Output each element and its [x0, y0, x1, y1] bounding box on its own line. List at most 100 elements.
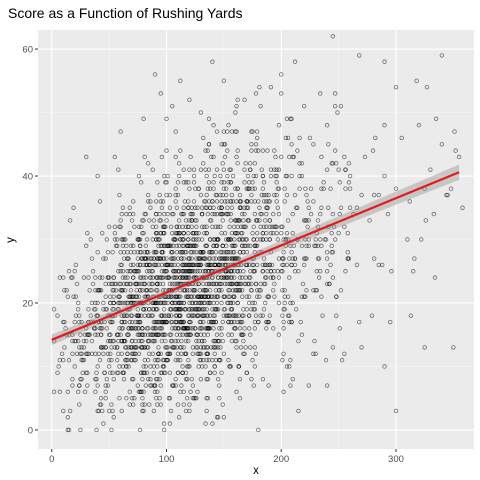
data-point — [231, 224, 237, 229]
data-point — [183, 224, 189, 229]
x-tick-label: 100 — [159, 454, 175, 465]
data-point — [246, 300, 252, 306]
data-point — [267, 262, 272, 268]
data-point — [187, 186, 192, 191]
data-point — [237, 319, 243, 325]
data-point — [279, 91, 284, 96]
data-point — [214, 129, 220, 134]
data-point — [70, 275, 75, 280]
data-point — [121, 249, 127, 255]
data-point — [174, 249, 180, 255]
data-point — [191, 167, 197, 172]
data-point — [207, 249, 213, 255]
data-point — [281, 237, 286, 242]
data-point — [143, 294, 149, 299]
data-point — [167, 351, 173, 356]
data-point — [240, 332, 245, 337]
data-point — [192, 269, 198, 274]
data-point — [204, 357, 209, 363]
data-point — [282, 199, 287, 204]
data-point — [254, 294, 260, 299]
data-point — [175, 351, 181, 356]
data-point — [260, 313, 266, 318]
data-point — [234, 338, 239, 344]
data-point — [149, 313, 154, 318]
data-point — [82, 389, 88, 395]
data-point — [226, 269, 231, 274]
data-point — [301, 256, 307, 261]
data-point — [83, 351, 89, 356]
data-point — [220, 218, 225, 223]
data-point — [181, 262, 186, 268]
data-point — [242, 167, 247, 172]
data-point — [210, 59, 215, 64]
data-point — [101, 300, 106, 306]
data-point — [254, 262, 260, 268]
data-point — [143, 383, 149, 388]
data-point — [135, 326, 141, 331]
data-point — [276, 256, 282, 261]
data-point — [338, 103, 344, 109]
data-point — [211, 123, 216, 128]
data-point — [197, 326, 202, 331]
data-point — [103, 396, 108, 401]
data-point — [108, 338, 113, 344]
data-point — [148, 199, 153, 204]
data-point — [112, 230, 118, 236]
data-point — [249, 199, 254, 204]
data-point — [143, 211, 149, 217]
data-point — [142, 249, 147, 255]
data-point — [168, 307, 174, 312]
data-point — [244, 294, 250, 299]
data-point — [262, 300, 268, 306]
data-point — [289, 319, 294, 325]
data-point — [225, 148, 230, 153]
data-point — [382, 173, 387, 179]
data-point — [280, 288, 285, 293]
data-point — [156, 351, 161, 356]
data-point — [237, 237, 243, 242]
data-point — [159, 269, 165, 274]
data-points — [51, 34, 465, 433]
data-point — [62, 319, 67, 325]
data-point — [129, 218, 135, 223]
data-point — [129, 338, 135, 344]
data-point — [452, 129, 457, 134]
data-point — [81, 345, 87, 350]
data-point — [198, 351, 204, 356]
data-point — [173, 129, 178, 134]
data-point — [214, 237, 220, 242]
data-point — [152, 249, 158, 255]
data-point — [243, 161, 248, 166]
data-point — [140, 332, 145, 337]
data-point — [94, 313, 99, 318]
data-point — [265, 262, 270, 268]
data-point — [207, 370, 213, 376]
data-point — [284, 173, 290, 179]
data-point — [159, 313, 165, 318]
data-point — [124, 313, 129, 318]
data-point — [290, 211, 295, 217]
data-point — [158, 230, 163, 236]
data-point — [445, 192, 450, 198]
data-point — [198, 376, 204, 382]
data-point — [79, 319, 84, 325]
data-point — [196, 300, 201, 306]
data-point — [226, 237, 231, 242]
data-point — [254, 230, 260, 236]
data-point — [298, 319, 303, 325]
data-point — [71, 294, 76, 299]
data-point — [319, 186, 324, 191]
data-point — [219, 142, 224, 147]
data-point — [296, 408, 301, 414]
data-point — [260, 230, 266, 236]
data-point — [174, 294, 180, 299]
data-point — [160, 281, 166, 287]
data-point — [73, 338, 79, 344]
data-point — [74, 281, 80, 287]
data-point — [183, 180, 189, 185]
data-point — [287, 256, 292, 261]
data-point — [89, 256, 95, 261]
data-point — [204, 224, 209, 229]
data-point — [275, 205, 280, 210]
